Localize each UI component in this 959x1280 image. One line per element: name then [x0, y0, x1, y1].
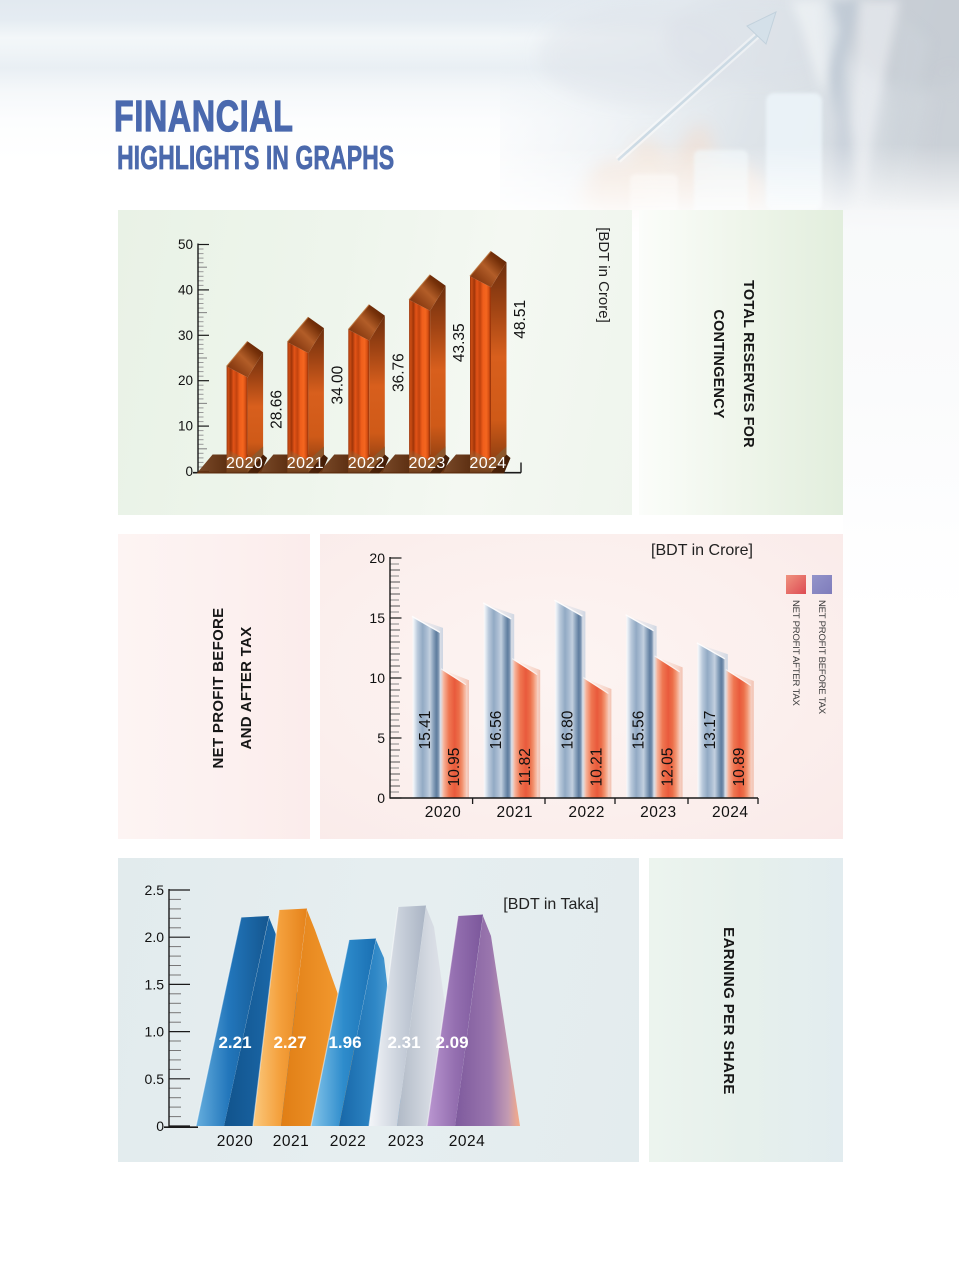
svg-text:28.66: 28.66	[269, 390, 286, 429]
svg-text:16.56: 16.56	[488, 711, 505, 750]
svg-text:2023: 2023	[388, 1133, 424, 1150]
svg-text:[BDT in Crore]: [BDT in Crore]	[595, 227, 612, 323]
svg-text:5: 5	[377, 730, 385, 746]
svg-text:11.82: 11.82	[517, 748, 534, 786]
svg-text:10.21: 10.21	[588, 748, 605, 787]
svg-text:10: 10	[369, 670, 385, 686]
svg-text:2020: 2020	[425, 804, 461, 821]
svg-text:10: 10	[178, 419, 193, 434]
svg-text:15: 15	[369, 610, 385, 626]
svg-text:34.00: 34.00	[329, 365, 346, 404]
svg-text:2.21: 2.21	[218, 1033, 251, 1052]
svg-text:2020: 2020	[226, 455, 263, 472]
svg-text:2023: 2023	[640, 804, 676, 821]
svg-text:1.5: 1.5	[145, 976, 165, 992]
svg-text:2024: 2024	[712, 804, 748, 821]
svg-text:48.51: 48.51	[512, 300, 529, 339]
svg-text:2.31: 2.31	[387, 1033, 420, 1052]
svg-text:13.17: 13.17	[702, 711, 719, 750]
svg-text:2021: 2021	[497, 804, 533, 821]
svg-text:1.96: 1.96	[328, 1033, 361, 1052]
svg-text:10.89: 10.89	[731, 748, 748, 787]
svg-text:15.41: 15.41	[417, 711, 434, 750]
svg-text:2.5: 2.5	[145, 882, 165, 898]
svg-text:2.0: 2.0	[145, 929, 165, 945]
svg-text:0: 0	[156, 1118, 164, 1134]
svg-text:2024: 2024	[469, 455, 506, 472]
svg-text:40: 40	[178, 282, 193, 297]
svg-text:2020: 2020	[217, 1133, 253, 1150]
svg-text:NET PROFIT AFTER TAX: NET PROFIT AFTER TAX	[790, 600, 801, 706]
svg-text:[BDT in Taka]: [BDT in Taka]	[503, 896, 598, 913]
svg-text:20: 20	[369, 550, 385, 566]
svg-text:2021: 2021	[287, 455, 324, 472]
svg-text:12.05: 12.05	[660, 748, 677, 787]
svg-text:0: 0	[377, 790, 385, 806]
svg-text:2023: 2023	[408, 455, 445, 472]
svg-text:NET PROFIT BEFORE TAX: NET PROFIT BEFORE TAX	[816, 600, 827, 715]
svg-text:0.5: 0.5	[145, 1071, 165, 1087]
svg-text:20: 20	[178, 373, 193, 388]
svg-text:[BDT in Crore]: [BDT in Crore]	[651, 542, 753, 559]
svg-text:2.09: 2.09	[435, 1033, 468, 1052]
svg-text:15.56: 15.56	[631, 711, 648, 750]
svg-text:2024: 2024	[449, 1133, 485, 1150]
svg-text:36.76: 36.76	[390, 353, 407, 392]
svg-text:10.95: 10.95	[446, 748, 463, 787]
svg-text:16.80: 16.80	[559, 710, 576, 749]
svg-text:2022: 2022	[348, 455, 385, 472]
svg-text:50: 50	[178, 237, 193, 252]
svg-text:43.35: 43.35	[451, 323, 468, 362]
svg-text:0: 0	[185, 464, 193, 479]
svg-text:30: 30	[178, 328, 193, 343]
svg-text:1.0: 1.0	[145, 1024, 165, 1040]
svg-text:2.27: 2.27	[273, 1033, 306, 1052]
svg-text:2022: 2022	[568, 804, 604, 821]
svg-text:2022: 2022	[330, 1133, 366, 1150]
svg-text:2021: 2021	[273, 1133, 309, 1150]
